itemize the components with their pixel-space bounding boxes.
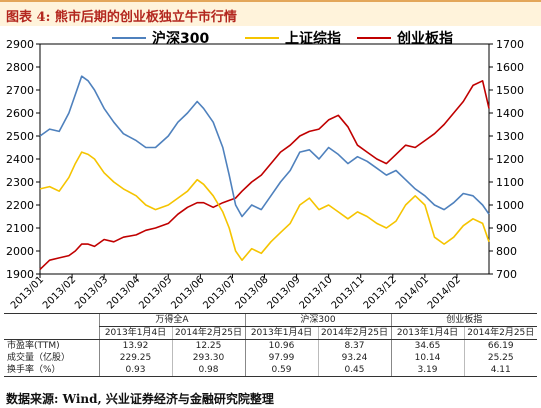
- table-cell: 66.19: [463, 339, 537, 352]
- y-right-tick-label: 700: [496, 268, 517, 281]
- table-cell: 8.37: [317, 339, 391, 352]
- legend-label: 上证综指: [285, 30, 341, 47]
- row-label: 市盈率(TTM): [7, 341, 60, 351]
- line-chart: 1900 2000 2100 2200 2300 2400 2500 2600 2700 2800…: [6, 30, 524, 311]
- y-left-tick-label: 2100: [6, 222, 34, 235]
- y-left-tick-label: 2600: [6, 107, 34, 120]
- group-wind-a: 万得全A: [98, 313, 245, 327]
- table-cell: 97.99: [244, 352, 318, 364]
- table-cell: 34.65: [390, 339, 464, 352]
- x-tick-label: 2013/02: [41, 274, 78, 311]
- table-row-turnover: 换手率（%） 0.93 0.98 0.59 0.45 3.19 4.11: [4, 364, 537, 377]
- y-left-tick-label: 2400: [6, 153, 34, 166]
- date-header: 2014年2月25日: [317, 326, 391, 340]
- source-note: 数据来源: Wind, 兴业证券经济与金融研究院整理: [6, 392, 274, 406]
- table-cell: 10.14: [390, 352, 464, 364]
- y-left-tick-label: 2800: [6, 61, 34, 74]
- row-label: 成交量（亿股）: [7, 353, 71, 363]
- x-tick-label: 2013/06: [169, 274, 206, 311]
- legend-label: 创业板指: [396, 30, 453, 47]
- table-cell: 293.30: [171, 352, 245, 364]
- chart-title: 图表 4: 熊市后期的创业板独立牛市行情: [6, 10, 237, 25]
- y-right-tick-label: 1100: [496, 176, 524, 189]
- date-header: 2013年1月4日: [98, 326, 172, 340]
- y-left-tick-label: 2300: [6, 176, 34, 189]
- table-cell: 229.25: [98, 352, 172, 364]
- y-right-tick-label: 1400: [496, 107, 524, 120]
- y-right-tick-label: 800: [496, 245, 517, 258]
- x-tick-label: 2014/02: [426, 274, 463, 311]
- y-right-tick-label: 1300: [496, 130, 524, 143]
- series-line-1: [39, 151, 490, 261]
- table-corner: [4, 313, 99, 327]
- legend-label: 沪深300: [152, 30, 209, 47]
- table-row-volume: 成交量（亿股） 229.25 293.30 97.99 93.24 10.14 …: [4, 352, 537, 364]
- table-cell: 3.19: [390, 364, 464, 377]
- table-cell: 4.11: [463, 364, 537, 377]
- table-corner-2: [4, 326, 99, 340]
- table-cell: 13.92: [98, 339, 172, 352]
- table-date-header: 2013年1月4日 2014年2月25日 2013年1月4日 2014年2月25…: [4, 326, 537, 340]
- series-line-2: [39, 79, 490, 270]
- y-right-tick-label: 1700: [496, 38, 524, 51]
- y-right-tick-label: 900: [496, 222, 517, 235]
- title-bar: 图表 4: 熊市后期的创业板独立牛市行情: [0, 0, 541, 26]
- table-row-pe: 市盈率(TTM) 13.92 12.25 10.96 8.37 34.65 66…: [4, 339, 537, 352]
- table-cell: 0.59: [244, 364, 318, 377]
- y-right-tick-label: 1500: [496, 84, 524, 97]
- table-cell: 0.45: [317, 364, 391, 377]
- y-right-tick-label: 1200: [496, 153, 524, 166]
- table-cell: 12.25: [171, 339, 245, 352]
- x-tick-label: 2013/10: [298, 274, 335, 311]
- date-header: 2014年2月25日: [463, 326, 537, 340]
- row-label: 换手率（%）: [4, 364, 99, 377]
- stats-table: 万得全A 沪深300 创业板指 2013年1月4日 2014年2月25日 201…: [4, 313, 537, 377]
- group-hs300: 沪深300: [244, 313, 391, 327]
- table-cell: 0.93: [98, 364, 172, 377]
- x-tick-label: 2013/03: [73, 274, 110, 311]
- y-left-tick-label: 2000: [6, 245, 34, 258]
- y-left-tick-label: 2500: [6, 130, 34, 143]
- x-tick-label: 2014/01: [394, 274, 431, 311]
- y-left-tick-label: 2200: [6, 199, 34, 212]
- x-tick-label: 2013/04: [105, 274, 142, 311]
- x-tick-label: 2013/07: [201, 274, 238, 311]
- table-cell: 93.24: [317, 352, 391, 364]
- x-tick-label: 2013/11: [330, 274, 367, 311]
- y-left-tick-label: 2700: [6, 84, 34, 97]
- date-header: 2014年2月25日: [171, 326, 245, 340]
- y-right-tick-label: 1600: [496, 61, 524, 74]
- x-tick-label: 2013/08: [233, 274, 270, 311]
- x-tick-label: 2013/09: [266, 274, 303, 311]
- table-cell: 25.25: [463, 352, 537, 364]
- y-left-tick-label: 2900: [6, 38, 34, 51]
- x-tick-label: 2013/12: [362, 274, 399, 311]
- series-line-0: [39, 75, 490, 218]
- table-cell: 0.98: [171, 364, 245, 377]
- date-header: 2013年1月4日: [244, 326, 318, 340]
- x-tick-label: 2013/05: [137, 274, 174, 311]
- table-cell: 10.96: [244, 339, 318, 352]
- date-header: 2013年1月4日: [390, 326, 464, 340]
- y-left-tick-label: 1900: [6, 268, 34, 281]
- table-group-header: 万得全A 沪深300 创业板指: [4, 313, 537, 327]
- y-right-tick-label: 1000: [496, 199, 524, 212]
- group-chinext: 创业板指: [390, 313, 537, 327]
